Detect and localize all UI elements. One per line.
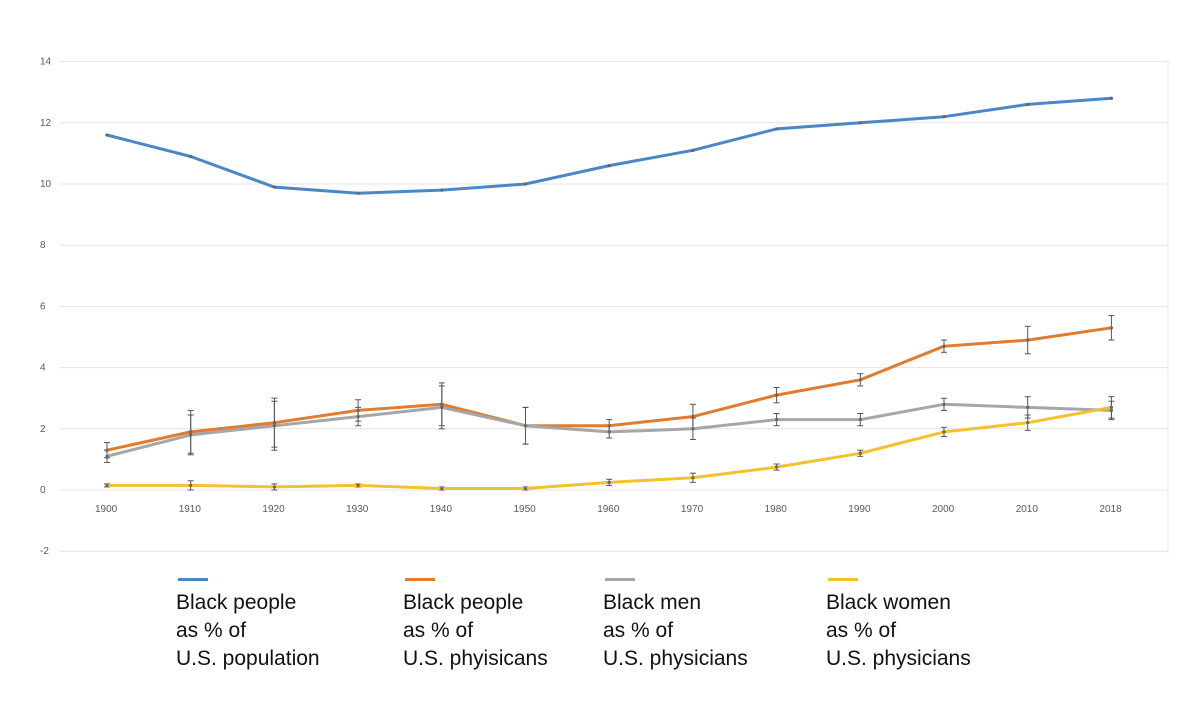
legend-item-3: Black men as % of U.S. physicians [603,578,863,673]
data-point [523,486,528,491]
data-point [105,483,109,488]
x-tick-label: 2000 [932,504,955,515]
data-point [691,476,695,480]
data-point [440,188,444,192]
legend-item-1: Black people as % of U.S. population [176,578,436,673]
gridlines [60,61,1168,552]
data-point [356,408,360,413]
data-point [356,483,360,488]
data-point [523,424,528,428]
x-tick-label: 2010 [1016,504,1039,515]
data-point [775,418,779,422]
data-point [691,148,695,152]
legend-item-2: Black people as % of U.S. phyisicans [403,578,663,673]
legend-swatch-1 [178,578,208,581]
data-point [858,451,862,455]
x-tick-label: 1930 [346,504,369,515]
x-tick-label: 1990 [848,504,871,515]
data-point [523,182,528,186]
series-line-1 [105,96,1113,195]
y-axis-ticks: -2 0 2 4 6 8 10 12 14 [40,57,52,558]
legend-label-1: Black people as % of U.S. population [176,591,320,670]
data-point [607,424,611,428]
data-point [1026,421,1030,425]
series-lines [105,96,1113,491]
data-point [775,393,779,397]
x-tick-label: 1920 [262,504,285,515]
data-point [607,164,611,168]
data-point [942,344,946,348]
y-tick-label: 8 [40,240,46,251]
data-point [858,121,862,125]
data-point [356,414,360,419]
data-point [440,486,444,491]
y-tick-label: 14 [40,57,52,68]
legend-swatch-2 [405,578,435,581]
data-point [105,448,109,452]
y-tick-label: -2 [40,546,49,557]
data-point [942,115,946,119]
data-point [189,433,193,437]
data-point [775,465,779,469]
data-point [942,402,946,406]
data-point [272,185,276,189]
data-point [775,127,779,131]
data-point [607,480,611,484]
data-point [440,405,444,409]
data-point [1109,405,1113,409]
error-bars [104,315,1115,491]
y-tick-label: 2 [40,424,46,435]
x-axis-ticks: 1900 1910 1920 1930 1940 1950 1960 1970 1980 1990… [95,504,1122,515]
x-tick-label: 1950 [514,504,537,515]
y-tick-label: 6 [40,301,46,312]
data-point [1109,408,1113,413]
data-point [105,454,109,458]
data-point [1109,96,1113,100]
legend-label-3: Black men as % of U.S. physicians [603,591,748,670]
x-tick-label: 1980 [765,504,788,515]
legend-swatch-3 [605,578,635,581]
y-tick-label: 4 [40,363,46,374]
data-point [942,430,946,434]
y-tick-label: 10 [40,179,52,190]
data-point [272,485,276,489]
data-point [691,427,695,431]
data-point [356,191,360,195]
data-point [189,430,193,434]
data-point [858,378,862,382]
data-point [1026,405,1030,409]
data-point [858,418,862,422]
data-point [607,430,611,434]
data-point [105,133,109,137]
legend-label-2: Black people as % of U.S. phyisicans [403,591,548,670]
data-point [189,483,193,488]
x-tick-label: 1970 [681,504,704,515]
data-point [1026,102,1030,107]
x-tick-label: 1910 [179,504,202,515]
legend-item-4: Black women as % of U.S. physicians [826,578,1086,673]
legend-swatch-4 [828,578,858,581]
x-tick-label: 1960 [597,504,620,515]
data-point [1026,338,1030,342]
x-tick-label: 2018 [1099,504,1122,515]
x-tick-label: 1940 [430,504,453,515]
legend-label-4: Black women as % of U.S. physicians [826,591,971,670]
data-point [189,154,193,159]
data-point [272,421,276,425]
x-tick-label: 1900 [95,504,118,515]
data-point [1109,326,1113,330]
data-point [272,424,276,428]
y-tick-label: 12 [40,118,52,129]
data-point [440,402,444,406]
y-tick-label: 0 [40,485,46,496]
data-point [691,414,695,419]
